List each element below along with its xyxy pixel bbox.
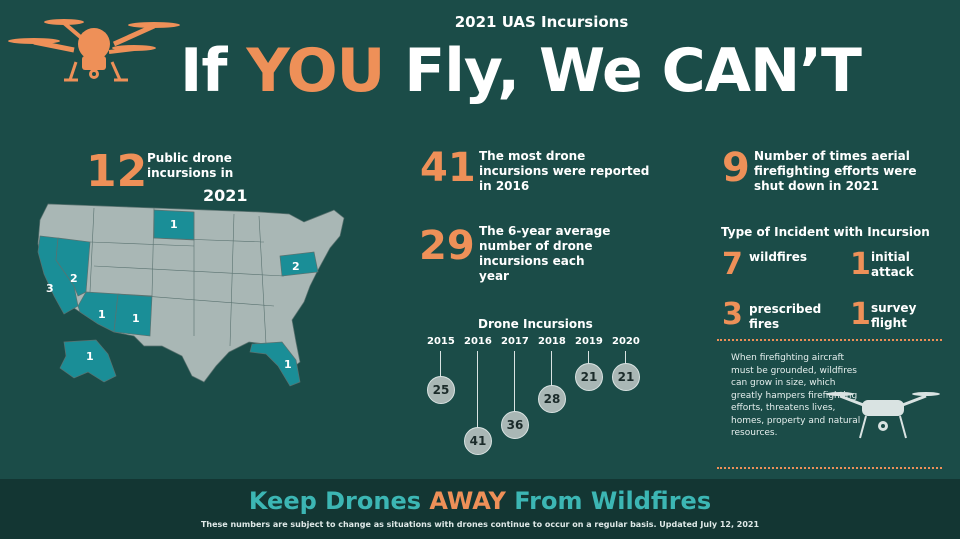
chart-value-circle: 41 [464,426,492,455]
divider-top [717,339,942,341]
chart-year-label: 2016 [464,336,492,347]
chart-title: Drone Incursions [478,317,593,331]
average-count-text: The 6-year average number of drone incur… [479,224,611,283]
incident-survey-label: survey flight [871,301,917,330]
headline: If YOU Fly, We CAN’T [180,36,862,106]
drone-icon-white [826,392,940,439]
incident-initial-attack-label: initial attack [871,250,914,279]
subtitle: 2021 UAS Incursions [454,13,629,31]
chart-year-label: 2019 [575,336,603,347]
map-count-california: 3 [46,282,54,295]
public-count-text: Public drone incursions in [147,151,234,180]
headline-part2: Fly, We CAN’T [384,36,862,106]
average-count: 29 [419,223,475,269]
incident-initial-attack-number: 1 [850,247,871,282]
state-new-mexico [113,293,153,337]
most-count: 41 [420,145,476,191]
map-count-north-dakota: 1 [170,218,178,231]
map-count-alaska: 1 [86,350,94,363]
drone-icon-orange [8,19,180,82]
incursion-chart: 2015 25 2016 41 2017 36 2018 28 2019 21 2020 21 [420,336,650,456]
public-count-year: 2021 [203,186,248,205]
chart-stem [440,351,441,382]
chart-year-label: 2015 [427,336,455,347]
incident-wildfires-number: 7 [722,247,743,282]
chart-stem [625,351,626,370]
headline-part1: If [180,36,247,106]
state-pennsylvania [279,251,319,277]
us-map: 3 2 1 1 1 2 1 1 [37,203,345,387]
warning-text: When firefighting aircraft must be groun… [731,353,861,438]
chart-value-circle: 21 [575,363,603,392]
public-count: 12 [86,146,148,197]
chart-stem [514,351,515,417]
incident-types-title: Type of Incident with Incursion [721,225,930,239]
footer-title-part2: From Wildfires [505,487,712,515]
chart-value-circle: 28 [538,385,566,414]
map-count-arizona: 1 [98,308,106,321]
shutdown-count: 9 [722,145,750,191]
divider-bottom [717,467,942,469]
map-count-new-mexico: 1 [132,312,140,325]
chart-year-label: 2018 [538,336,566,347]
chart-stem [588,351,589,370]
footer-title: Keep Drones AWAY From Wildfires [0,487,960,515]
map-count-florida: 1 [284,358,292,371]
incident-prescribed-number: 3 [722,297,743,332]
incident-prescribed-label: prescribed fires [749,302,822,331]
chart-value-circle: 21 [612,363,640,392]
shutdown-count-text: Number of times aerial firefighting effo… [754,149,917,193]
footer-title-part1: Keep Drones [248,487,430,515]
chart-stem [551,351,552,392]
chart-value-circle: 25 [427,375,455,404]
headline-emphasis: YOU [246,36,385,106]
incident-survey-number: 1 [850,297,871,332]
chart-stem [477,351,478,433]
map-count-nevada: 2 [70,272,78,285]
state-alaska [59,339,117,383]
state-florida [249,341,301,387]
chart-year-label: 2020 [612,336,640,347]
incident-wildfires-label: wildfires [749,250,807,264]
chart-year-label: 2017 [501,336,529,347]
chart-value-circle: 36 [501,410,529,439]
footer-note: These numbers are subject to change as s… [200,520,760,529]
footer-band [0,479,960,539]
footer-title-emphasis: AWAY [429,487,506,515]
map-count-pennsylvania: 2 [292,260,300,273]
most-count-text: The most drone incursions were reported … [479,149,650,193]
